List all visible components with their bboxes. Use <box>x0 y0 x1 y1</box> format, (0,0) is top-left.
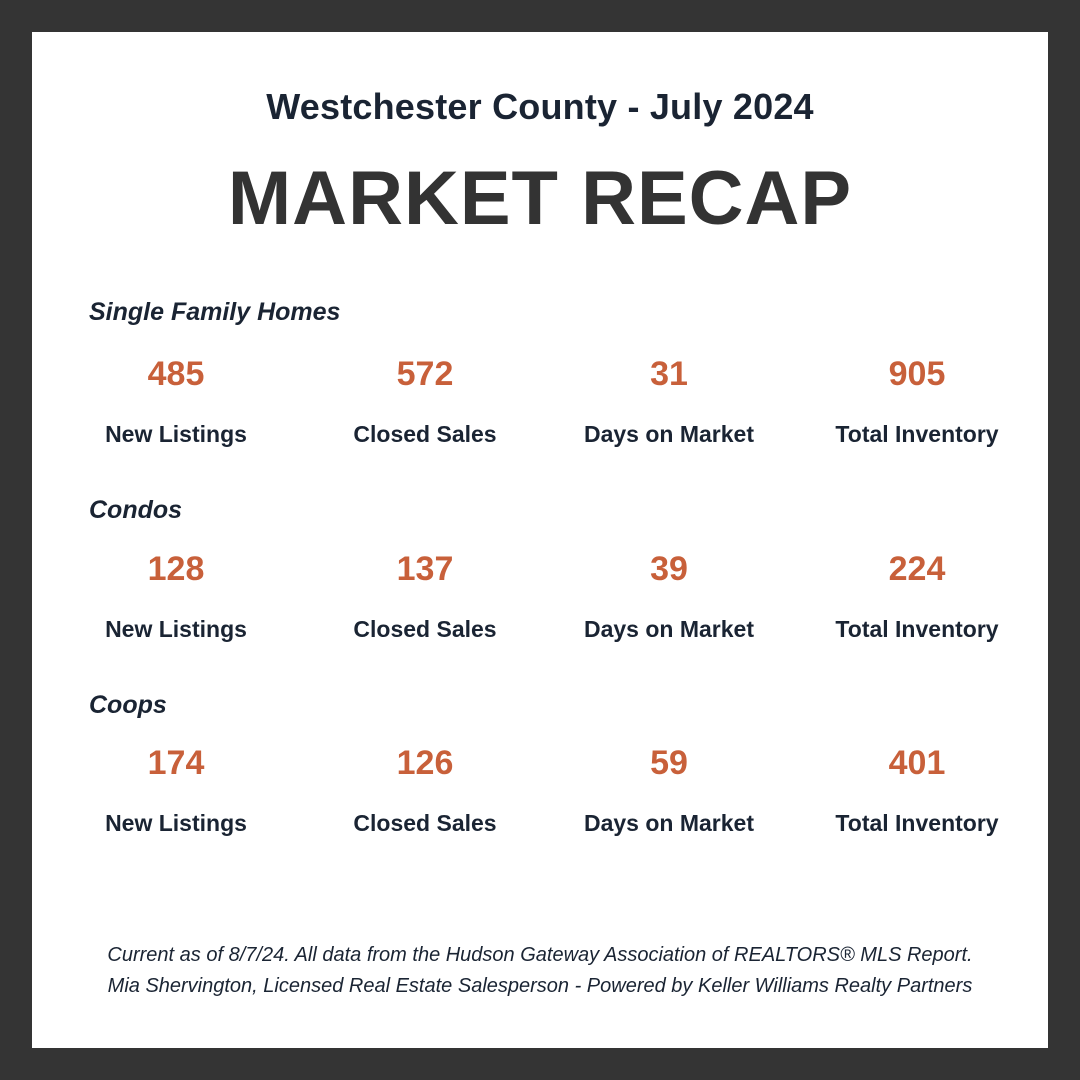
stat-label: Days on Market <box>583 810 754 836</box>
page-title: MARKET RECAP <box>227 156 853 241</box>
stat-days-on-market: 39 Days on Market <box>544 549 794 643</box>
stat-value: 59 <box>650 744 688 782</box>
stat-closed-sales: 137 Closed Sales <box>300 549 550 643</box>
stat-new-listings: 485 New Listings <box>51 354 301 448</box>
stat-total-inventory: 905 Total Inventory <box>792 354 1042 448</box>
stat-label: New Listings <box>105 616 247 642</box>
stat-new-listings: 128 New Listings <box>51 549 301 643</box>
page-subtitle: Westchester County - July 2024 <box>266 86 814 127</box>
recap-card <box>32 32 1048 1048</box>
stat-value: 126 <box>396 744 454 782</box>
stat-value: 31 <box>650 355 688 393</box>
section-label: Coops <box>89 691 167 719</box>
stat-value: 401 <box>888 744 946 782</box>
stat-total-inventory: 224 Total Inventory <box>792 549 1042 643</box>
stat-closed-sales: 126 Closed Sales <box>300 743 550 837</box>
stat-closed-sales: 572 Closed Sales <box>300 354 550 448</box>
stat-label: Days on Market <box>583 616 754 642</box>
stat-label: Closed Sales <box>353 810 497 836</box>
stat-value: 224 <box>888 550 946 588</box>
stat-new-listings: 174 New Listings <box>51 743 301 837</box>
stat-label: Total Inventory <box>835 810 999 836</box>
stat-label: Closed Sales <box>353 616 497 642</box>
footer: Current as of 8/7/24. All data from the … <box>0 940 1080 1002</box>
stat-value: 39 <box>650 550 688 588</box>
stat-days-on-market: 31 Days on Market <box>544 354 794 448</box>
stat-label: Closed Sales <box>353 421 497 447</box>
stat-label: New Listings <box>105 421 247 447</box>
stat-total-inventory: 401 Total Inventory <box>792 743 1042 837</box>
stat-days-on-market: 59 Days on Market <box>544 743 794 837</box>
stat-value: 485 <box>147 355 205 393</box>
stat-value: 128 <box>147 550 205 588</box>
footer-data-source: Current as of 8/7/24. All data from the … <box>107 944 973 966</box>
footer-agent-credit: Mia Shervington, Licensed Real Estate Sa… <box>107 975 973 997</box>
stat-value: 572 <box>396 355 454 393</box>
stat-label: Total Inventory <box>835 421 999 447</box>
stat-value: 905 <box>888 355 946 393</box>
stat-value: 174 <box>147 744 205 782</box>
stat-label: Days on Market <box>583 421 754 447</box>
stat-label: New Listings <box>105 810 247 836</box>
stat-label: Total Inventory <box>835 616 999 642</box>
section-label: Single Family Homes <box>89 298 341 326</box>
section-label: Condos <box>89 496 183 524</box>
stat-value: 137 <box>396 550 454 588</box>
